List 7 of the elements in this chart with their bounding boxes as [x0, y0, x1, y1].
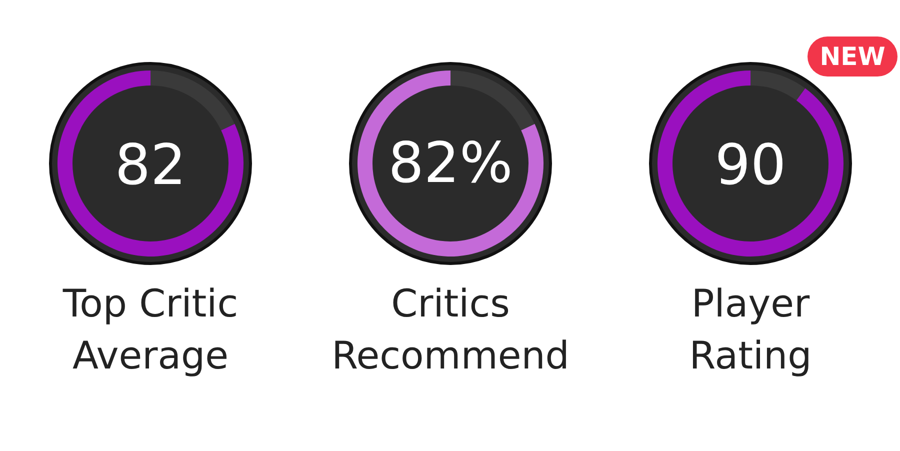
text: Player Rating	[689, 282, 812, 378]
text: Critics Recommend	[332, 282, 570, 378]
text: 82	[114, 133, 186, 198]
text: Top Critic Average	[62, 282, 238, 378]
text: NEW	[820, 42, 886, 71]
text: 90	[714, 133, 786, 198]
text: 82%	[388, 131, 513, 196]
